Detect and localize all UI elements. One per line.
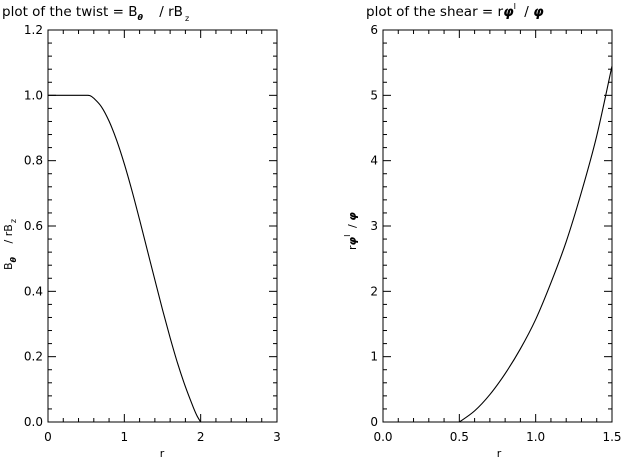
twist-x-ticks [47,30,278,422]
shear-x-tick-label: 1.0 [526,430,545,444]
shear-x-tick-label: 1.5 [602,430,621,444]
twist-x-tick-labels: 0 1 2 3 [44,430,281,444]
twist-ylabel-mid: / rB [2,224,15,247]
shear-ylabel-mid: / [346,221,359,232]
twist-y-axis-label: Bθ / rBz [2,219,18,270]
shear-y-ticks [383,29,612,423]
shear-y-tick-label: 2 [370,284,378,298]
twist-y-tick-label: 1.0 [24,88,43,102]
shear-y-tick-label: 0 [370,415,378,429]
twist-y-tick-label: 1.2 [24,23,43,37]
shear-x-axis-label: r [497,447,502,460]
twist-y-ticks [48,29,277,423]
twist-x-axis-label: r [160,447,165,460]
twist-chart-title: plot of the twist = Bθ / rB z [2,4,189,23]
shear-chart-title: plot of the shear = rφI / φ [366,2,544,20]
twist-title-theta: θ [137,13,143,22]
twist-y-tick-label: 0.4 [24,284,43,298]
twist-plot-frame [47,29,278,423]
shear-title-phi2: φ [533,4,544,20]
shear-title-phi: φ [503,4,514,20]
twist-ylabel-z: z [9,219,18,223]
twist-ylabel-b: B [2,262,15,270]
shear-title-prime: I [514,2,516,11]
shear-ylabel-prime: I [343,235,352,237]
shear-plot-frame [382,29,613,423]
shear-x-tick-labels: 0.0 0.5 1.0 1.5 [373,430,621,444]
shear-x-ticks [382,30,613,422]
shear-y-tick-labels: 0 1 2 3 4 5 6 [370,23,378,429]
shear-chart: plot of the shear = rφI / φ 0.0 0.5 1.0 1.5… [343,2,622,460]
shear-y-tick-label: 5 [370,88,378,102]
shear-y-tick-label: 1 [370,350,378,364]
twist-y-tick-label: 0.6 [24,219,43,233]
twist-x-tick-label: 1 [121,430,129,444]
shear-y-tick-label: 6 [370,23,378,37]
shear-x-tick-label: 0.5 [450,430,469,444]
shear-ylabel-r: r [346,245,359,250]
shear-ylabel-phi: φ [346,236,359,245]
twist-title-z: z [185,14,189,23]
twist-x-tick-label: 0 [44,430,52,444]
twist-series-line [48,94,202,423]
twist-x-tick-label: 3 [273,430,281,444]
twist-y-tick-labels: 0.0 0.2 0.4 0.6 0.8 1.0 1.2 [24,23,43,429]
twist-title-mid: / rB [155,4,183,20]
shear-ylabel-phi2: φ [346,212,359,221]
twist-y-tick-label: 0.0 [24,415,43,429]
shear-title-text: plot of the shear = r [366,4,504,20]
shear-series-line [459,65,613,423]
shear-y-axis-label: rφI / φ [343,212,359,250]
shear-y-tick-label: 3 [370,219,378,233]
twist-y-tick-label: 0.8 [24,154,43,168]
twist-ylabel-theta: θ [9,256,18,262]
shear-title-mid: / [520,4,533,20]
twist-y-tick-label: 0.2 [24,350,43,364]
twist-title-text: plot of the twist = B [2,4,137,20]
shear-x-tick-label: 0.0 [373,430,392,444]
shear-y-tick-label: 4 [370,154,378,168]
twist-x-tick-label: 2 [197,430,205,444]
